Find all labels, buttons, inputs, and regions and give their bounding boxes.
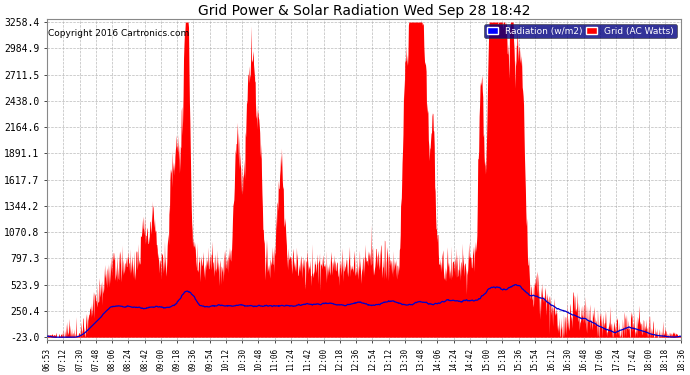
Legend: Radiation (w/m2), Grid (AC Watts): Radiation (w/m2), Grid (AC Watts) <box>484 24 677 38</box>
Title: Grid Power & Solar Radiation Wed Sep 28 18:42: Grid Power & Solar Radiation Wed Sep 28 … <box>198 4 531 18</box>
Text: Copyright 2016 Cartronics.com: Copyright 2016 Cartronics.com <box>48 29 189 38</box>
